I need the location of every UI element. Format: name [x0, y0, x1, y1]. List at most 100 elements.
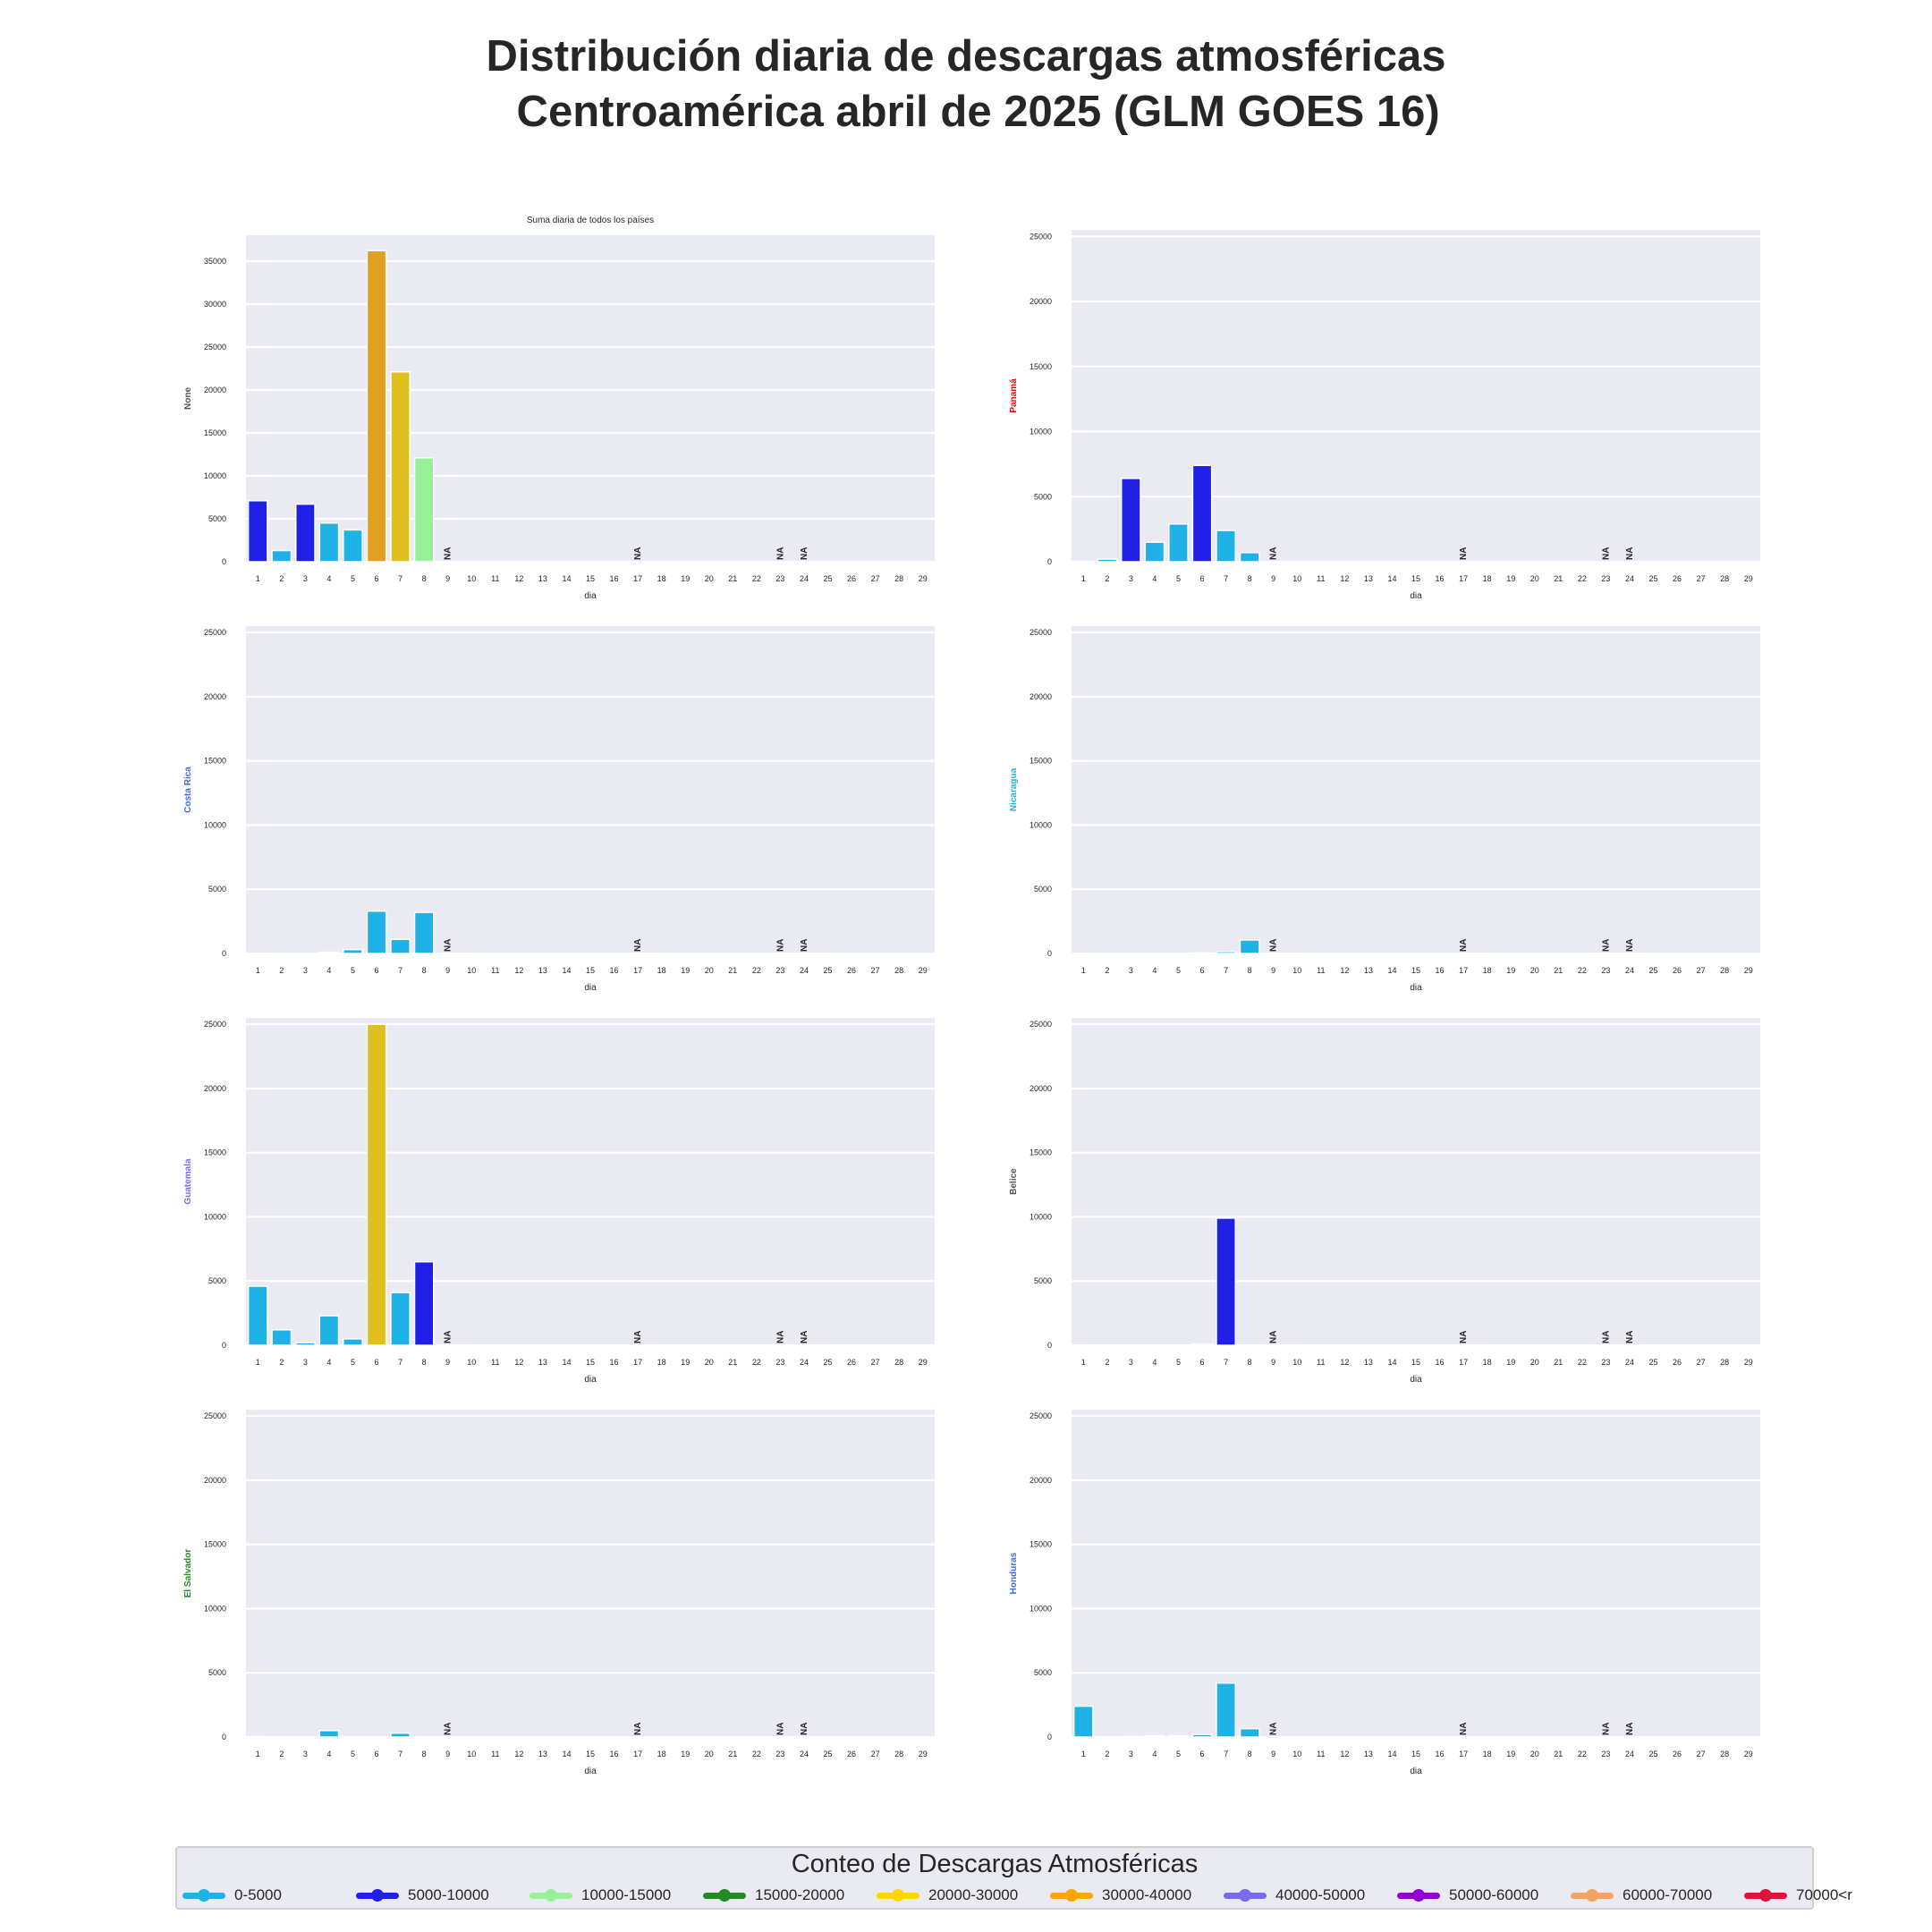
x-tick-label: 27 [1697, 966, 1706, 975]
plot-background [246, 1018, 935, 1345]
x-tick-label: 9 [445, 1358, 450, 1367]
bar [366, 1023, 387, 1346]
x-tick-label: 25 [824, 574, 833, 583]
x-axis-label: dia [1410, 1375, 1422, 1385]
x-tick-label: 7 [1224, 1358, 1228, 1367]
x-tick-label: 27 [871, 1750, 880, 1758]
x-tick-label: 20 [705, 966, 714, 975]
x-tick-label: 21 [1554, 966, 1563, 975]
x-tick-label: 4 [1152, 1750, 1157, 1758]
x-tick-label: 16 [1436, 966, 1445, 975]
x-tick-label: 2 [279, 574, 284, 583]
x-tick-label: 26 [1673, 1750, 1682, 1758]
x-tick-label: 29 [919, 1358, 928, 1367]
x-tick-label: 2 [1105, 574, 1109, 583]
x-tick-label: 27 [1697, 1750, 1706, 1758]
x-tick-label: 26 [847, 1750, 856, 1758]
x-tick-label: 6 [375, 574, 379, 583]
legend-item: 10000-15000 [528, 1884, 671, 1907]
y-tick-label: 15000 [204, 428, 226, 437]
legend-item: 50000-60000 [1395, 1884, 1538, 1907]
legend-items: 0-5000 5000-10000 10000-15000 15000-20000 20… [177, 1884, 1852, 1907]
x-tick-label: 21 [728, 574, 737, 583]
y-tick-label: 10000 [1030, 1212, 1052, 1221]
x-tick-label: 2 [279, 1750, 284, 1758]
x-tick-label: 11 [1317, 966, 1325, 975]
na-label: NA [1269, 939, 1279, 952]
x-tick-label: 20 [1530, 1358, 1539, 1367]
x-axis-label: dia [1410, 1767, 1422, 1776]
bar [1216, 530, 1236, 563]
na-label: NA [444, 547, 453, 560]
y-tick-label: 15000 [1030, 1540, 1052, 1549]
y-axis-label: El Salvador [183, 1549, 193, 1598]
x-tick-label: 16 [1436, 1358, 1445, 1367]
na-label: NA [1625, 547, 1635, 560]
x-tick-label: 25 [824, 1750, 833, 1758]
x-tick-label: 5 [351, 1358, 355, 1367]
bar [1216, 951, 1236, 954]
y-tick-label: 5000 [1034, 1276, 1052, 1285]
x-tick-label: 28 [1720, 574, 1729, 583]
x-tick-label: 26 [847, 1358, 856, 1367]
x-tick-label: 20 [1530, 1750, 1539, 1758]
bar [343, 529, 363, 563]
legend-swatch [701, 1884, 748, 1907]
x-tick-label: 17 [633, 966, 642, 975]
x-tick-label: 28 [894, 966, 903, 975]
bar [1239, 939, 1260, 954]
x-tick-label: 12 [1340, 574, 1349, 583]
x-tick-label: 4 [326, 1358, 331, 1367]
x-tick-label: 23 [775, 1358, 784, 1367]
x-tick-label: 19 [681, 1750, 690, 1758]
x-tick-label: 20 [705, 1358, 714, 1367]
bar [295, 1342, 316, 1346]
x-tick-label: 10 [467, 1358, 476, 1367]
x-tick-label: 13 [538, 574, 547, 583]
x-tick-label: 19 [681, 1358, 690, 1367]
y-tick-label: 0 [222, 1341, 226, 1350]
x-tick-label: 25 [824, 966, 833, 975]
x-tick-label: 8 [1248, 1750, 1252, 1758]
legend-label: 5000-10000 [408, 1886, 489, 1903]
x-tick-label: 27 [871, 1358, 880, 1367]
y-tick-label: 15000 [1030, 362, 1052, 371]
x-tick-label: 27 [1697, 574, 1706, 583]
x-tick-label: 29 [1744, 574, 1753, 583]
legend-title: Conteo de Descargas Atmosféricas [791, 1850, 1199, 1878]
x-tick-label: 22 [752, 966, 761, 975]
x-tick-label: 16 [610, 1358, 619, 1367]
x-tick-label: 29 [1744, 966, 1753, 975]
bar [413, 1260, 435, 1346]
bar [366, 910, 387, 954]
bar [1191, 1733, 1213, 1738]
legend-label: 40000-50000 [1275, 1886, 1366, 1903]
x-tick-label: 16 [610, 574, 619, 583]
y-tick-label: 15000 [1030, 757, 1052, 766]
na-label: NA [1269, 547, 1279, 560]
bar [318, 522, 340, 563]
x-tick-label: 1 [256, 574, 260, 583]
main-title-line2: Centroamérica abril de 2025 (GLM GOES 16… [492, 88, 1440, 136]
x-tick-label: 14 [1387, 1358, 1396, 1367]
x-tick-label: 28 [894, 574, 903, 583]
na-label: NA [775, 1331, 785, 1343]
x-tick-label: 21 [728, 1358, 737, 1367]
x-tick-label: 24 [1625, 966, 1634, 975]
x-tick-label: 13 [538, 1358, 547, 1367]
y-tick-label: 0 [1047, 949, 1052, 958]
bar [366, 250, 387, 563]
x-tick-label: 22 [752, 574, 761, 583]
na-label: NA [1625, 939, 1635, 952]
x-tick-label: 25 [1649, 966, 1658, 975]
y-tick-label: 0 [1047, 1341, 1052, 1350]
x-tick-label: 12 [514, 966, 523, 975]
x-tick-label: 10 [467, 1750, 476, 1758]
bar [1121, 1735, 1141, 1738]
x-tick-label: 23 [1601, 574, 1610, 583]
y-tick-label: 25000 [204, 1411, 226, 1420]
x-tick-label: 16 [1436, 574, 1445, 583]
bar [1168, 523, 1189, 563]
